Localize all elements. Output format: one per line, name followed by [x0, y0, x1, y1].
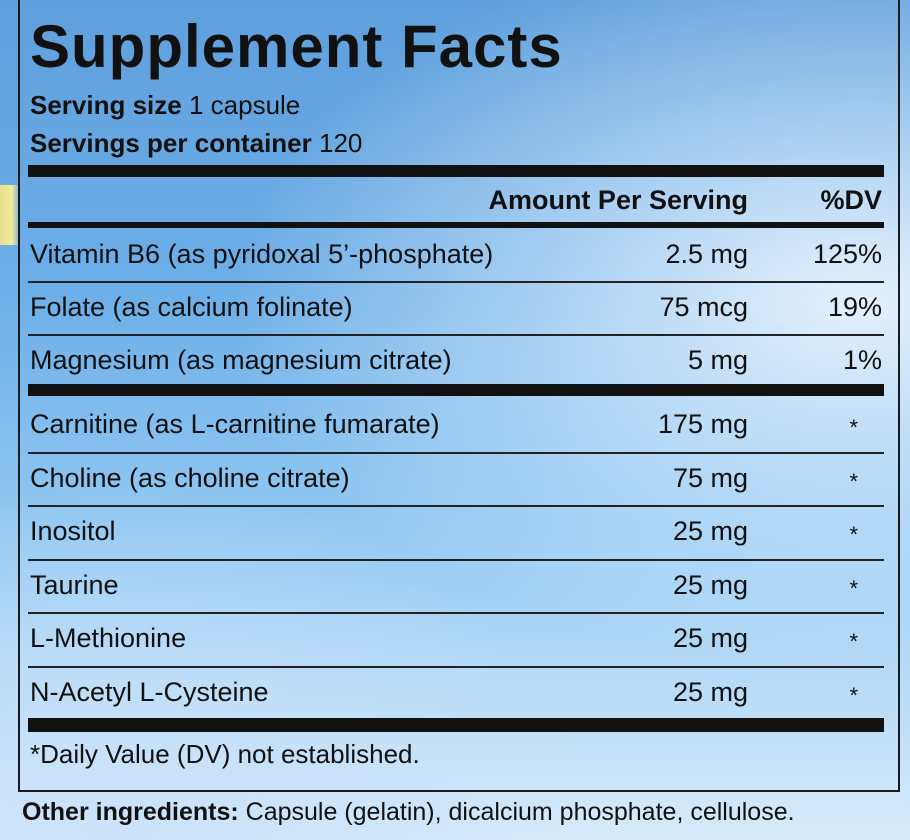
nutrient-name: Choline (as choline citrate)	[30, 462, 350, 493]
nutrient-percent-dv: *	[849, 415, 858, 440]
row-divider	[28, 612, 884, 614]
row-divider	[28, 281, 884, 283]
header-amount-per-serving: Amount Per Serving	[488, 185, 748, 215]
nutrient-percent-dv: 1%	[842, 345, 882, 375]
nutrient-name: Taurine	[30, 569, 119, 600]
serving-size: Serving size 1 capsule	[30, 90, 300, 120]
row-divider	[28, 505, 884, 507]
nutrient-row: Folate (as calcium folinate) 75 mcg 19%	[28, 281, 884, 333]
nutrient-amount: 25 mg	[672, 516, 748, 546]
nutrient-amount: 75 mcg	[659, 292, 748, 322]
other-ingredients: Other ingredients: Capsule (gelatin), di…	[22, 796, 795, 828]
nutrient-percent-dv: 125%	[812, 239, 882, 269]
nutrient-amount: 175 mg	[657, 409, 748, 439]
nutrient-percent-dv: *	[849, 522, 858, 547]
nutrient-name: Magnesium (as magnesium citrate)	[30, 345, 452, 375]
nutrient-row: Carnitine (as L-carnitine fumarate) 175 m…	[28, 398, 884, 450]
label-title: Supplement Facts	[30, 13, 563, 80]
servings-per-container-value: 120	[319, 128, 363, 158]
decorative-yellow-band	[0, 185, 20, 245]
other-ingredients-label: Other ingredients:	[22, 798, 239, 826]
nutrient-row: N-Acetyl L-Cysteine 25 mg *	[28, 666, 884, 718]
servings-per-container-label: Servings per container	[30, 128, 312, 158]
nutrient-name: Inositol	[30, 516, 116, 546]
nutrient-amount: 75 mg	[672, 462, 748, 493]
thick-divider-middle	[28, 384, 884, 396]
nutrient-percent-dv: *	[849, 575, 858, 601]
row-divider	[28, 558, 884, 561]
nutrient-name: N-Acetyl L-Cysteine	[30, 676, 269, 707]
nutrient-percent-dv: *	[849, 468, 858, 494]
nutrient-name: Carnitine (as L-carnitine fumarate)	[30, 409, 440, 439]
nutrient-amount: 5 mg	[687, 345, 748, 375]
nutrient-row: Taurine 25 mg *	[28, 559, 884, 611]
nutrient-percent-dv: *	[849, 629, 858, 654]
nutrient-amount: 25 mg	[672, 676, 748, 707]
nutrient-row: L-Methionine 25 mg *	[28, 612, 884, 664]
other-ingredients-value: Capsule (gelatin), dicalcium phosphate, …	[245, 798, 795, 826]
serving-size-label: Serving size	[30, 90, 182, 120]
thick-divider-top	[28, 165, 884, 177]
daily-value-footnote: *Daily Value (DV) not established.	[30, 739, 420, 769]
nutrient-percent-dv: 19%	[827, 292, 882, 322]
nutrient-name: Vitamin B6 (as pyridoxal 5’-phosphate)	[30, 239, 494, 269]
nutrient-name: L-Methionine	[30, 623, 187, 653]
header-divider	[28, 222, 884, 228]
nutrient-amount: 25 mg	[672, 569, 748, 600]
row-divider	[28, 451, 884, 454]
nutrient-row: Choline (as choline citrate) 75 mg *	[28, 452, 884, 504]
serving-size-value: 1 capsule	[188, 90, 301, 120]
row-divider	[28, 334, 884, 336]
nutrient-percent-dv: *	[849, 682, 858, 708]
nutrient-name: Folate (as calcium folinate)	[30, 292, 353, 322]
nutrient-row: Vitamin B6 (as pyridoxal 5’-phosphate) 2.…	[28, 228, 884, 280]
nutrient-amount: 25 mg	[672, 623, 748, 653]
header-percent-dv: %DV	[820, 185, 882, 215]
supplement-facts-panel	[18, 0, 900, 792]
servings-per-container: Servings per container 120	[30, 128, 362, 158]
nutrient-row: Inositol 25 mg *	[28, 505, 884, 557]
nutrient-row: Magnesium (as magnesium citrate) 5 mg 1%	[28, 334, 884, 386]
row-divider	[28, 665, 884, 668]
thick-divider-bottom	[28, 718, 884, 732]
nutrient-amount: 2.5 mg	[665, 239, 748, 269]
